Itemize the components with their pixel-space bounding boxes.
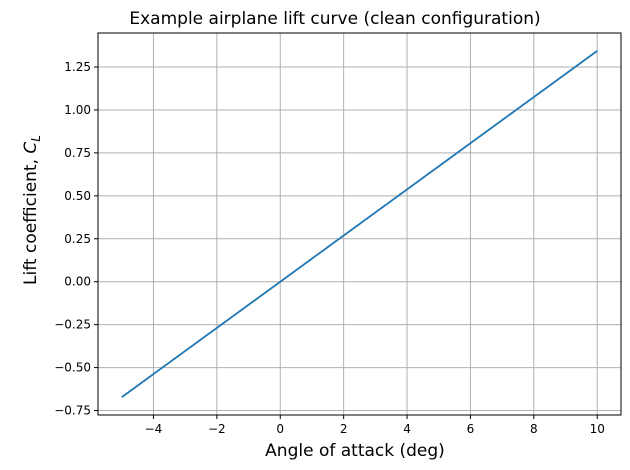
x-tick-label: 6 [467,422,475,436]
x-tick-label: −4 [145,422,163,436]
x-tick-label: 0 [276,422,284,436]
y-tick-label: 1.25 [64,60,91,74]
y-tick-label: 1.00 [64,103,91,117]
y-axis-title-subscript: L [29,135,43,142]
y-tick-label: −0.50 [54,361,91,375]
y-axis-title: Lift coefficient, CL [21,135,43,285]
grid [98,33,621,415]
y-axis-title-symbol: C [21,142,41,154]
y-tick-label: 0.00 [64,275,91,289]
x-axis-title: Angle of attack (deg) [265,441,445,461]
x-tick-label: 10 [590,422,605,436]
chart-title: Example airplane lift curve (clean confi… [129,9,540,29]
plot-frame [97,32,622,416]
x-tick-label: 2 [340,422,348,436]
x-tick-label: 8 [530,422,538,436]
y-tick-label: 0.25 [64,232,91,246]
y-tick-label: −0.25 [54,318,91,332]
y-axis-title-text: Lift coefficient, [21,154,41,285]
ticks: −4 −2 0 2 4 6 8 10 −0.75 −0.50 −0.25 0.00 0.25 0.50 0.… [54,60,605,436]
y-tick-label: −0.75 [54,404,91,418]
y-tick-label: 0.50 [64,189,91,203]
lift-curve-line [121,50,598,398]
x-tick-label: −2 [208,422,226,436]
y-tick-label: 0.75 [64,146,91,160]
series-layer [121,50,598,398]
x-tick-label: 4 [403,422,411,436]
